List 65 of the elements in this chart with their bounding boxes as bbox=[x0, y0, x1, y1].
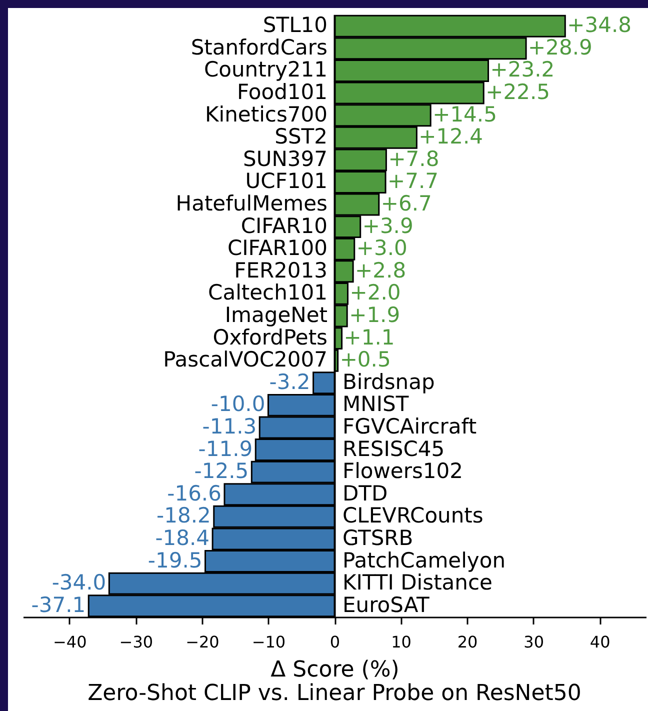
y-tick-label: PascalVOC2007 bbox=[163, 348, 328, 372]
y-tick-label: ImageNet bbox=[224, 303, 328, 327]
y-tick-label: GTSRB bbox=[342, 526, 414, 550]
data-label: +12.4 bbox=[418, 124, 484, 149]
y-tick-label: CIFAR10 bbox=[240, 214, 328, 238]
y-tick-label: OxfordPets bbox=[212, 325, 328, 350]
data-label: +28.9 bbox=[528, 35, 592, 60]
y-tick-label: Food101 bbox=[237, 80, 328, 104]
y-tick-label: STL10 bbox=[262, 13, 328, 38]
y-tick-label: HatefulMemes bbox=[176, 192, 328, 216]
y-tick-label: UCF101 bbox=[245, 169, 328, 194]
y-tick-label: StanfordCars bbox=[190, 35, 328, 60]
data-label: +7.8 bbox=[388, 146, 440, 171]
y-tick-label: FGVCAircraft bbox=[342, 414, 477, 438]
x-tick-label: −30 bbox=[119, 632, 154, 652]
y-tick-label: Caltech101 bbox=[208, 280, 328, 305]
y-tick-label: EuroSAT bbox=[342, 592, 430, 617]
data-label: -10.0 bbox=[210, 392, 266, 416]
data-label: +34.8 bbox=[567, 13, 632, 38]
data-label: -3.2 bbox=[269, 370, 310, 394]
data-label: +3.9 bbox=[362, 214, 414, 238]
data-label: +0.5 bbox=[340, 348, 391, 372]
y-tick-label: SUN397 bbox=[243, 146, 328, 171]
x-tick-label: 30 bbox=[524, 632, 544, 652]
y-tick-label: SST2 bbox=[274, 124, 328, 149]
data-label: +22.5 bbox=[486, 80, 550, 104]
data-label: +23.2 bbox=[490, 58, 555, 82]
x-tick-label: −40 bbox=[53, 632, 87, 652]
data-label: -18.2 bbox=[156, 504, 211, 528]
y-tick-label: DTD bbox=[342, 481, 388, 506]
data-label: +2.8 bbox=[355, 258, 406, 282]
y-tick-label: RESISC45 bbox=[342, 436, 445, 461]
x-tick-label: 40 bbox=[590, 632, 610, 652]
y-tick-label: MNIST bbox=[342, 392, 409, 416]
data-label: +3.0 bbox=[356, 236, 408, 260]
data-label: +2.0 bbox=[350, 280, 401, 305]
data-label: -16.6 bbox=[167, 481, 222, 506]
y-tick-label: PatchCamelyon bbox=[342, 548, 506, 572]
data-label: +1.9 bbox=[349, 303, 400, 327]
x-axis-title: Δ Score (%) bbox=[270, 658, 400, 682]
y-tick-label: FER2013 bbox=[234, 258, 328, 282]
y-tick-label: Country211 bbox=[204, 58, 328, 82]
data-label: -19.5 bbox=[148, 548, 202, 572]
x-tick-label: −20 bbox=[186, 632, 220, 652]
text: Zero-Shot CLIP vs. Linear Probe on ResNet50 bbox=[88, 681, 582, 706]
y-tick-label: CLEVRCounts bbox=[342, 504, 484, 528]
data-label: +1.1 bbox=[344, 325, 395, 350]
x-tick-label: 20 bbox=[457, 632, 478, 652]
y-tick-label: Birdsnap bbox=[342, 370, 435, 394]
y-tick-label: KITTI Distance bbox=[342, 570, 492, 595]
data-label: -12.5 bbox=[194, 459, 249, 484]
data-label: +6.7 bbox=[380, 192, 432, 216]
data-label: -11.9 bbox=[198, 436, 253, 461]
y-tick-label: CIFAR100 bbox=[227, 236, 328, 260]
data-label: +7.7 bbox=[388, 169, 439, 194]
data-label: -34.0 bbox=[52, 570, 106, 595]
x-tick-label: 0 bbox=[330, 632, 340, 652]
data-label: -18.4 bbox=[155, 526, 210, 550]
y-tick-label: Kinetics700 bbox=[205, 102, 328, 126]
x-tick-label: −10 bbox=[252, 632, 286, 652]
x-tick-label: 10 bbox=[391, 632, 412, 652]
data-label: +14.5 bbox=[432, 102, 497, 126]
y-tick-label: Flowers102 bbox=[342, 459, 464, 484]
data-label: -11.3 bbox=[202, 414, 257, 438]
data-label: -37.1 bbox=[31, 592, 86, 617]
